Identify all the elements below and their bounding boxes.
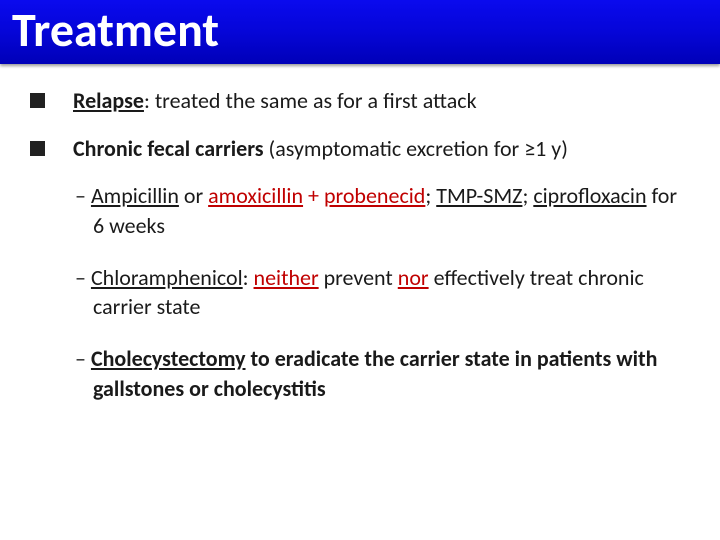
bullet-item: Chronic fecal carriers (asymptomatic exc… [30,134,690,164]
text: (asymptomatic excretion for ≥1 y) [269,135,568,162]
text: + [303,182,324,209]
dash-bullet-icon: – [75,264,91,291]
text: or [179,182,208,209]
sub-item: – Cholecystectomy to eradicate the carri… [75,344,690,403]
dash-bullet-icon: – [75,182,91,209]
drug: Chloramphenicol [91,264,243,291]
text: ; [425,182,436,209]
slide-content: Relapse: treated the same as for a first… [0,64,720,404]
dash-bullet-icon: – [75,345,91,372]
lead-term: Relapse [73,87,144,114]
text: : [243,264,254,291]
bullet-text: Relapse: treated the same as for a first… [73,86,477,116]
lead-term: Chronic fecal carriers [73,135,269,162]
bullet-item: Relapse: treated the same as for a first… [30,86,690,116]
text: prevent [319,264,398,291]
drug: amoxicillin [208,182,303,209]
drug: Ampicillin [91,182,179,209]
square-bullet-icon [30,141,45,156]
drug: probenecid [324,182,425,209]
emphasis: nor [398,264,429,291]
text: : treated the same as for a first attack [144,87,477,114]
drug: ciprofloxacin [533,182,646,209]
text: ; [522,182,533,209]
procedure: Cholecystectomy [91,345,246,372]
drug: TMP-SMZ [436,182,522,209]
sub-item: – Chloramphenicol: neither prevent nor e… [75,263,690,322]
sub-item: – Ampicillin or amoxicillin + probenecid… [75,181,690,240]
title-bar: Treatment [0,0,720,64]
slide-title: Treatment [12,6,708,54]
square-bullet-icon [30,93,45,108]
bullet-text: Chronic fecal carriers (asymptomatic exc… [73,134,568,164]
sub-list: – Ampicillin or amoxicillin + probenecid… [75,181,690,403]
emphasis: neither [254,264,319,291]
